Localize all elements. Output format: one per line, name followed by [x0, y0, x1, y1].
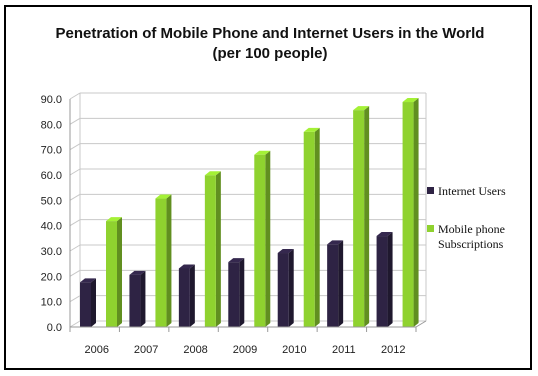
x-tick-label: 2009	[233, 344, 257, 356]
chart-frame: Penetration of Mobile Phone and Internet…	[4, 5, 532, 370]
x-tick-label: 2010	[282, 344, 306, 356]
bar	[327, 244, 339, 327]
y-tick-label: 0.0	[47, 322, 62, 334]
gridline-wall	[69, 168, 81, 176]
bar-side	[239, 258, 245, 327]
bar-side	[364, 106, 370, 327]
bar	[303, 131, 315, 327]
bar-side	[140, 270, 146, 327]
bar-chart: 0.0 10.0 20.0 30.0 40.0 50.0 60.0 70.0 80.0 90.0 2…	[41, 92, 506, 356]
legend-label: Subscriptions	[438, 237, 504, 251]
bar	[228, 262, 240, 327]
gridline-wall	[69, 244, 81, 252]
bar	[155, 198, 167, 327]
gridline-wall	[69, 269, 81, 277]
bar-top	[327, 240, 344, 245]
x-tick-label: 2011	[332, 344, 356, 356]
bar-top	[155, 194, 172, 199]
bar-side	[265, 150, 271, 327]
legend-label: Mobile phone	[438, 222, 505, 236]
bar-top	[228, 258, 245, 263]
bar	[129, 274, 141, 327]
y-tick-label: 30.0	[41, 246, 62, 258]
bar-side	[91, 278, 96, 327]
bar	[178, 268, 190, 327]
bar-top	[303, 127, 320, 132]
bar	[402, 102, 414, 327]
bar-side	[288, 249, 294, 327]
y-tick-label: 80.0	[41, 119, 62, 131]
x-tick-label: 2006	[84, 344, 108, 356]
bar-top	[80, 278, 96, 283]
x-tick-label: 2008	[183, 344, 207, 356]
x-tick-label: 2012	[381, 344, 405, 356]
legend-swatch	[427, 187, 434, 194]
floor-edge	[415, 320, 427, 328]
bar	[277, 253, 289, 327]
x-tick-label: 2007	[134, 344, 158, 356]
bar-side	[314, 127, 320, 327]
legend-swatch	[427, 225, 434, 232]
gridline-wall	[69, 219, 81, 227]
bar-top	[204, 171, 221, 176]
y-tick-label: 10.0	[41, 297, 62, 309]
gridline-wall	[69, 92, 81, 100]
bar-side	[387, 232, 393, 327]
bar-top	[277, 249, 294, 254]
gridline-wall	[69, 143, 81, 151]
chart-title: Penetration of Mobile Phone and Internet…	[55, 25, 485, 42]
y-tick-label: 20.0	[41, 271, 62, 283]
bar-top	[353, 106, 370, 111]
y-tick-label: 90.0	[41, 94, 62, 106]
y-tick-label: 50.0	[41, 195, 62, 207]
bar-side	[189, 264, 195, 327]
bar-top	[402, 98, 419, 103]
bar-top	[376, 232, 393, 237]
chart-subtitle: (per 100 people)	[212, 45, 328, 62]
bar	[376, 236, 388, 327]
legend-label: Internet Users	[438, 184, 506, 198]
bar-top	[129, 270, 146, 275]
gridline-wall	[69, 117, 81, 125]
bar	[353, 110, 365, 327]
bar-side	[338, 240, 344, 327]
bar-top	[106, 217, 122, 222]
bar-side	[166, 194, 172, 327]
bar	[204, 175, 216, 327]
bar	[254, 154, 266, 327]
bar-side	[413, 98, 419, 327]
y-tick-label: 40.0	[41, 221, 62, 233]
gridline-wall	[69, 193, 81, 201]
bar-side	[117, 217, 122, 327]
y-tick-label: 60.0	[41, 170, 62, 182]
y-tick-label: 70.0	[41, 145, 62, 157]
gridline-wall	[69, 320, 81, 328]
bar	[80, 282, 91, 327]
bar-top	[254, 150, 271, 155]
bar	[106, 221, 117, 327]
gridline-wall	[69, 295, 81, 303]
bar-side	[215, 171, 221, 327]
bar-top	[178, 264, 195, 269]
